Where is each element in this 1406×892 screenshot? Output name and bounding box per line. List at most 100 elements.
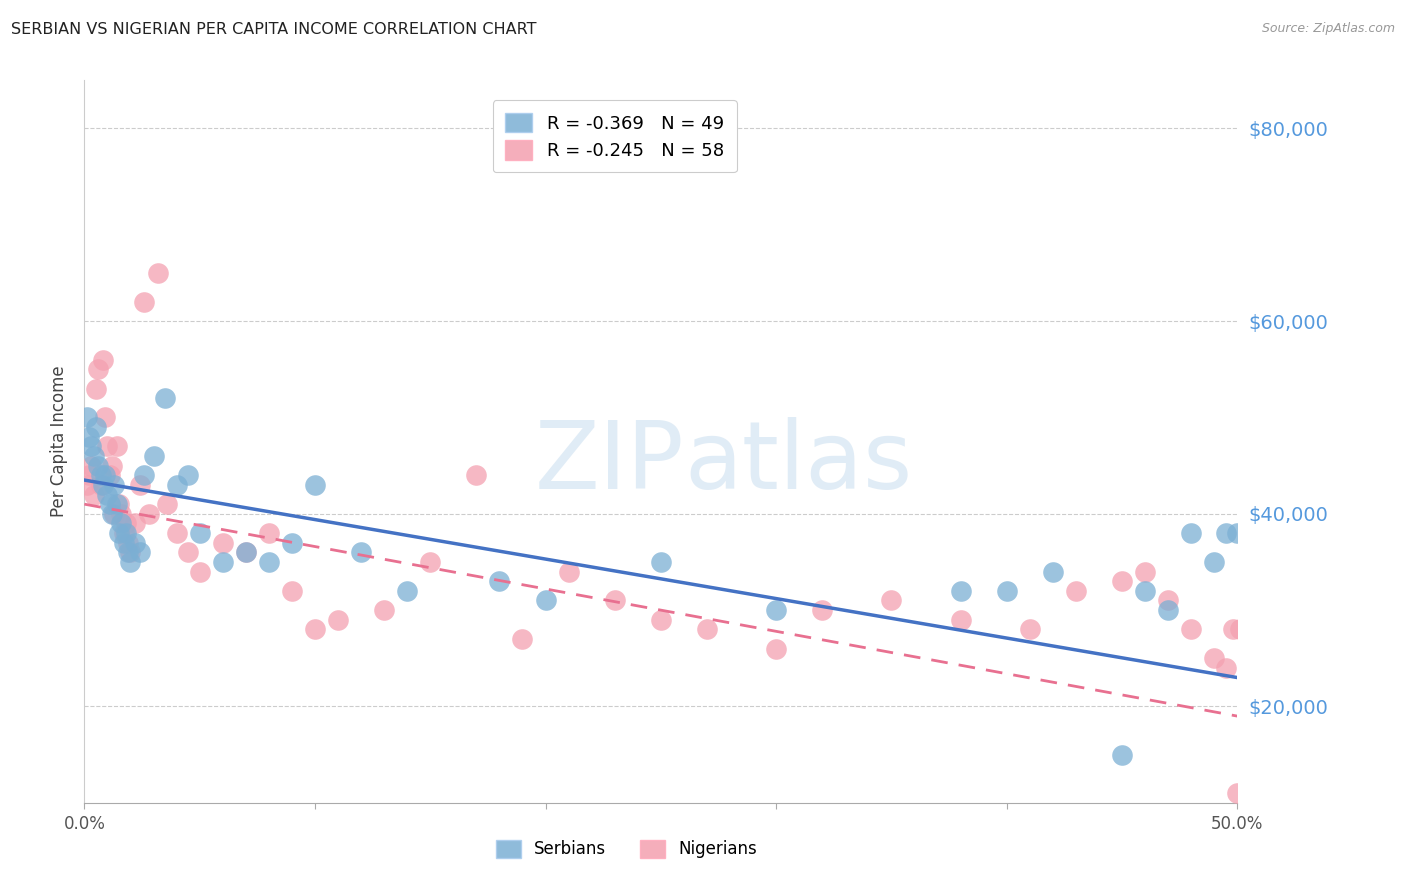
Y-axis label: Per Capita Income: Per Capita Income [51, 366, 69, 517]
Point [304, 623, 326, 637]
Point [115, 516, 138, 531]
Point [1222, 623, 1244, 637]
Point [1133, 565, 1156, 579]
Point [304, 478, 326, 492]
Point [98, 497, 121, 511]
Point [1133, 583, 1156, 598]
Point [396, 583, 419, 598]
Point [235, 545, 257, 559]
Point [1064, 583, 1087, 598]
Point [76, 410, 98, 425]
Point [77, 430, 100, 444]
Point [177, 468, 200, 483]
Point [138, 507, 160, 521]
Point [89, 468, 111, 483]
Point [650, 555, 672, 569]
Point [91, 478, 114, 492]
Point [188, 565, 211, 579]
Point [1018, 623, 1040, 637]
Point [281, 583, 304, 598]
Point [211, 535, 233, 549]
Point [112, 535, 135, 549]
Point [156, 497, 179, 511]
Point [120, 555, 142, 569]
Point [77, 468, 100, 483]
Point [1157, 603, 1180, 617]
Point [105, 497, 128, 511]
Text: ZIP: ZIP [534, 417, 683, 509]
Point [949, 583, 972, 598]
Point [1226, 786, 1249, 800]
Point [650, 613, 672, 627]
Point [696, 623, 718, 637]
Point [98, 468, 121, 483]
Point [84, 382, 107, 396]
Text: atlas: atlas [683, 417, 912, 509]
Point [110, 516, 132, 531]
Point [94, 410, 117, 425]
Point [1111, 574, 1133, 589]
Legend: Serbians, Nigerians: Serbians, Nigerians [488, 831, 765, 867]
Point [103, 478, 125, 492]
Point [89, 478, 111, 492]
Point [76, 478, 98, 492]
Point [142, 449, 165, 463]
Point [101, 507, 124, 521]
Point [765, 641, 787, 656]
Point [949, 613, 972, 627]
Point [281, 535, 304, 549]
Point [84, 420, 107, 434]
Point [1215, 661, 1237, 675]
Point [512, 632, 534, 646]
Point [350, 545, 373, 559]
Point [177, 545, 200, 559]
Text: SERBIAN VS NIGERIAN PER CAPITA INCOME CORRELATION CHART: SERBIAN VS NIGERIAN PER CAPITA INCOME CO… [11, 22, 537, 37]
Point [603, 593, 626, 607]
Point [115, 526, 138, 541]
Point [166, 526, 188, 541]
Point [465, 468, 488, 483]
Point [112, 526, 135, 541]
Point [1111, 747, 1133, 762]
Point [117, 535, 139, 549]
Point [96, 487, 118, 501]
Point [103, 507, 125, 521]
Point [91, 352, 114, 367]
Point [373, 603, 395, 617]
Point [880, 593, 903, 607]
Point [83, 449, 105, 463]
Text: Source: ZipAtlas.com: Source: ZipAtlas.com [1261, 22, 1395, 36]
Point [87, 458, 110, 473]
Point [124, 516, 146, 531]
Point [153, 391, 176, 405]
Point [134, 468, 156, 483]
Point [117, 545, 139, 559]
Point [124, 535, 146, 549]
Point [110, 507, 132, 521]
Point [1157, 593, 1180, 607]
Point [94, 468, 117, 483]
Point [1215, 526, 1237, 541]
Point [1204, 651, 1226, 665]
Point [488, 574, 510, 589]
Point [105, 439, 128, 453]
Point [1042, 565, 1064, 579]
Point [995, 583, 1018, 598]
Point [101, 458, 124, 473]
Point [108, 497, 131, 511]
Point [108, 526, 131, 541]
Point [1226, 526, 1249, 541]
Point [257, 526, 280, 541]
Point [557, 565, 579, 579]
Point [80, 439, 103, 453]
Point [128, 478, 150, 492]
Point [1180, 526, 1202, 541]
Point [134, 294, 156, 309]
Point [811, 603, 834, 617]
Point [80, 458, 103, 473]
Point [1204, 555, 1226, 569]
Point [534, 593, 557, 607]
Point [1180, 623, 1202, 637]
Point [83, 487, 105, 501]
Point [235, 545, 257, 559]
